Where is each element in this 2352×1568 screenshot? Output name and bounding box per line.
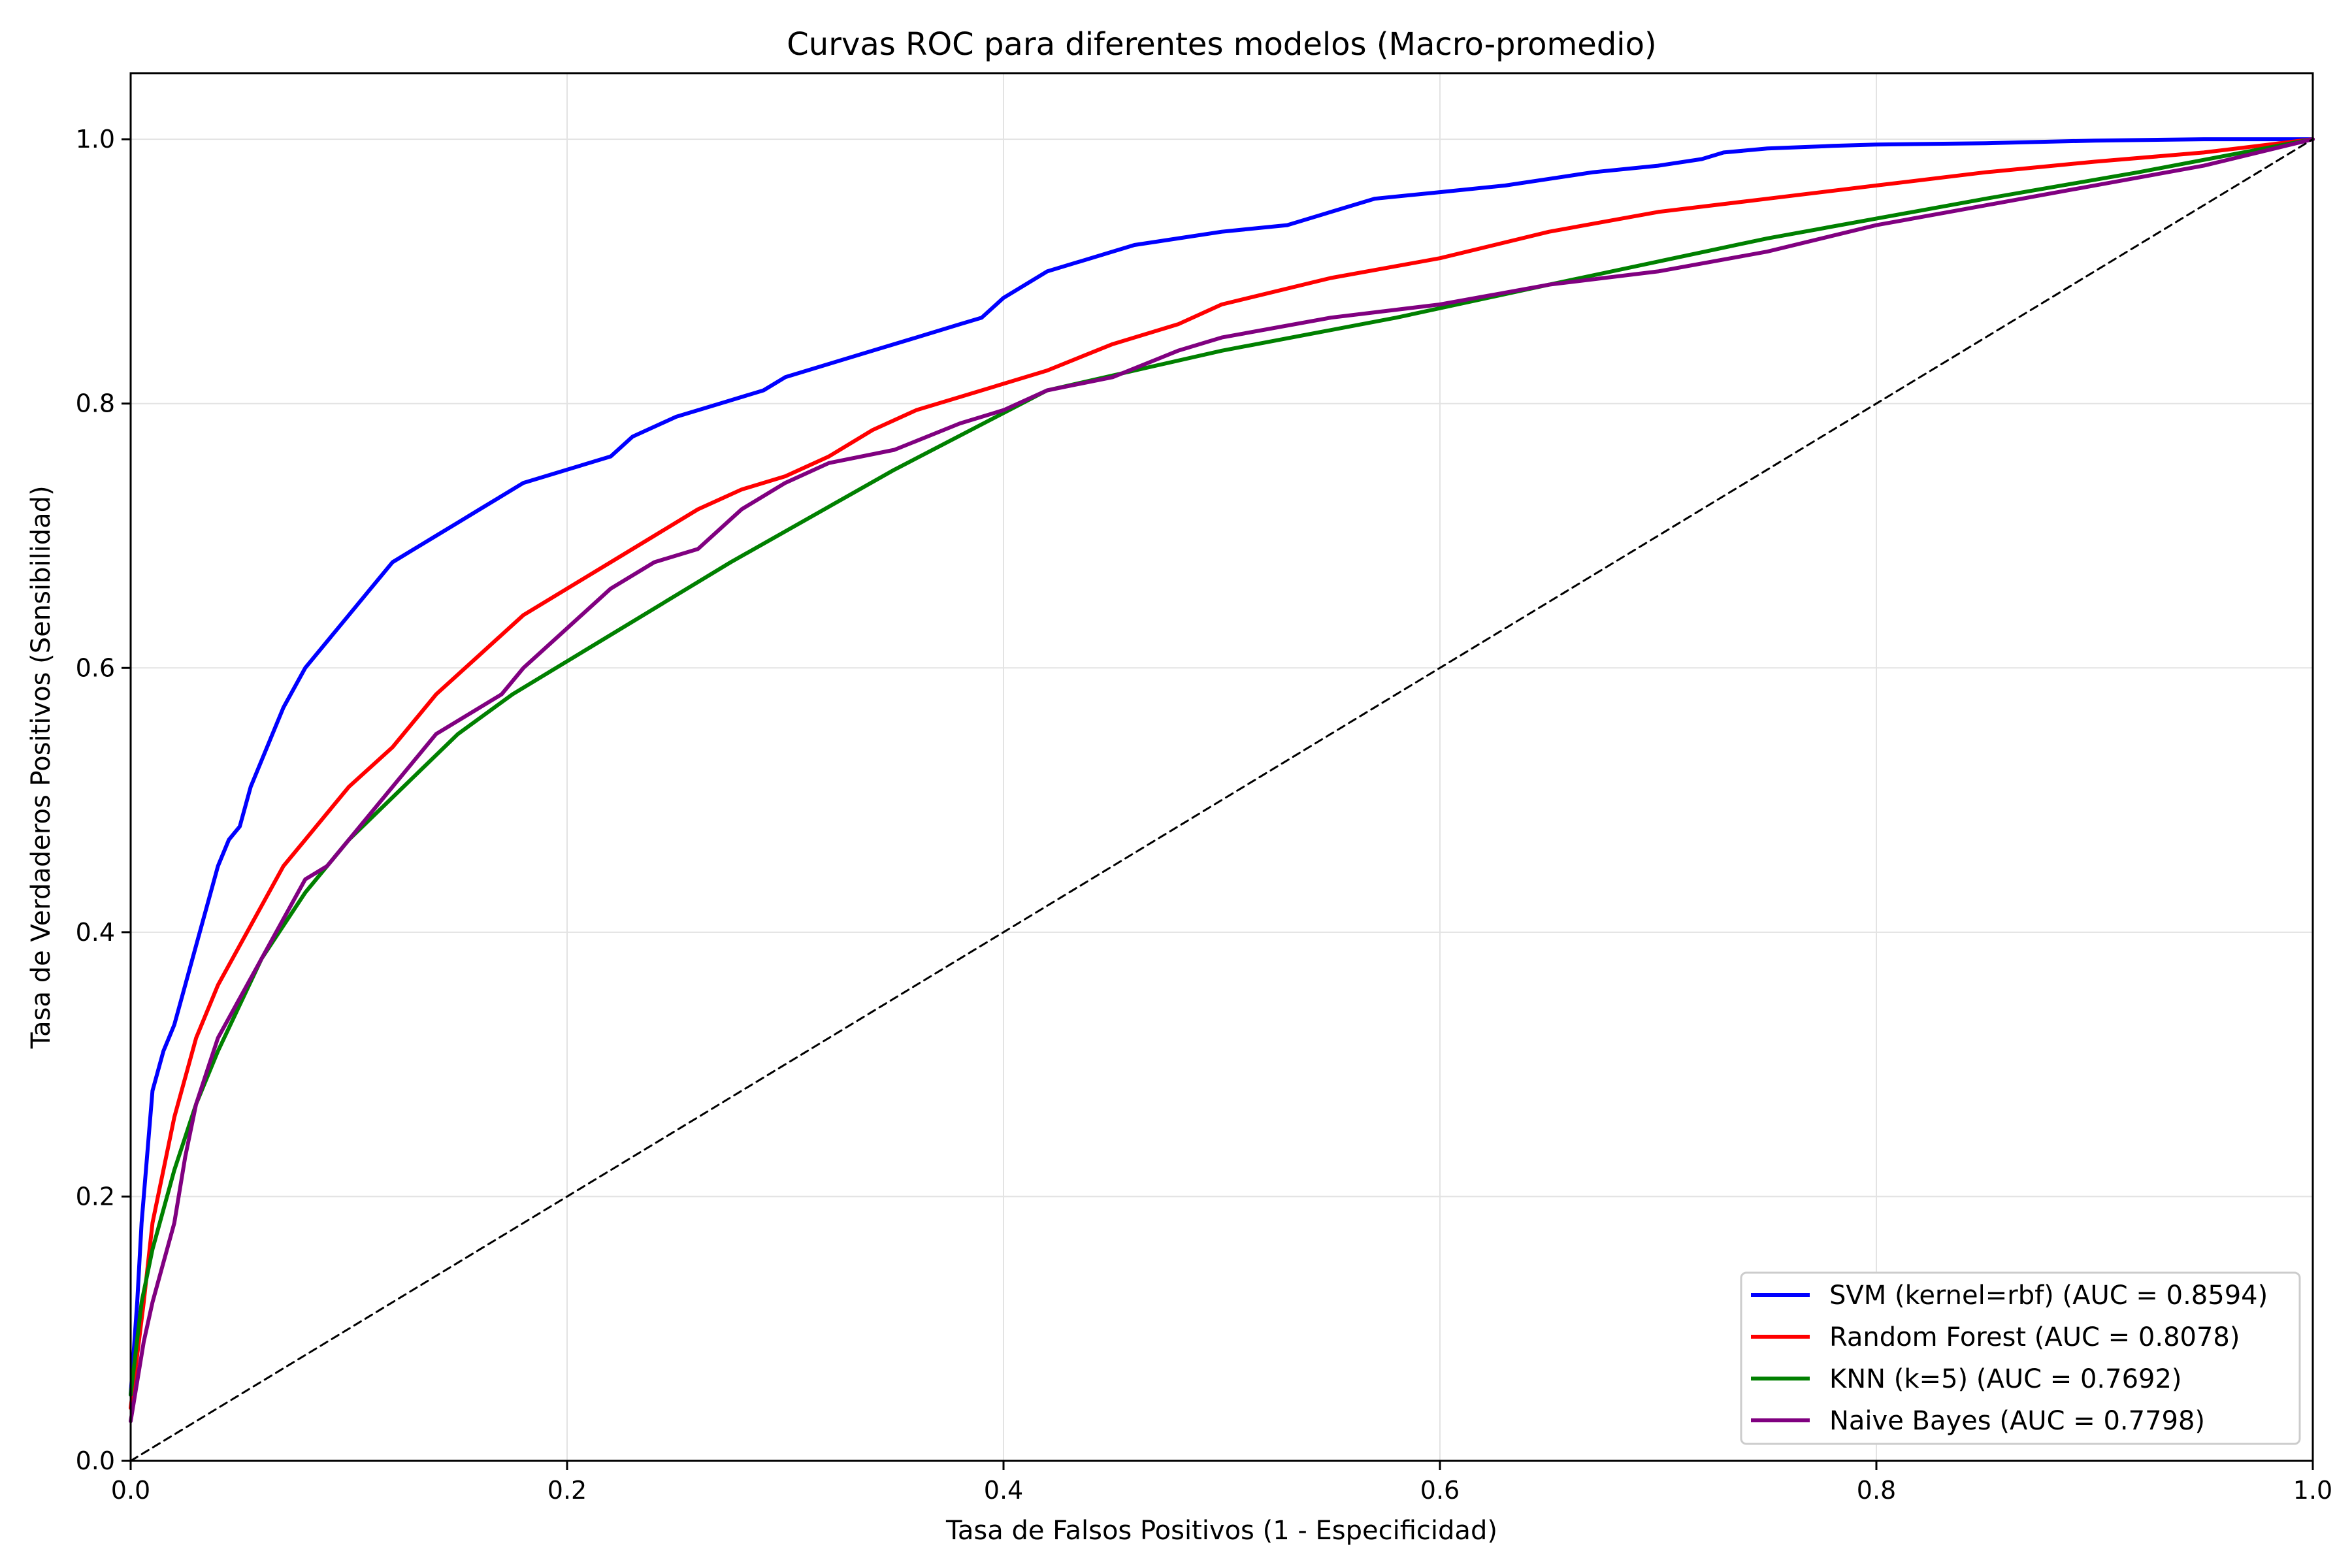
- x-tick-label: 1.0: [2293, 1476, 2332, 1505]
- series-line-svm: [129, 137, 2315, 1397]
- x-tick-label: 0.4: [984, 1476, 1023, 1505]
- legend-box: [1740, 1271, 2301, 1445]
- plot-frame: [129, 72, 2314, 1462]
- y-axis-ticks: 0.0 0.2 0.4 0.6 0.8 1.0: [76, 125, 131, 1475]
- legend-label-knn: KNN (k=5) (AUC = 0.7692): [1829, 1364, 2182, 1394]
- x-axis-ticks: 0.0 0.2 0.4 0.6 0.8 1.0: [111, 1461, 2332, 1505]
- series-lines: [129, 137, 2315, 1462]
- legend-label-random: Random Forest (AUC = 0.8078): [1829, 1322, 2240, 1352]
- y-tick-label: 0.4: [76, 918, 115, 947]
- x-tick-label: 0.2: [547, 1476, 587, 1505]
- x-axis-label: Tasa de Falsos Positivos (1 - Especifici…: [945, 1516, 1497, 1546]
- y-tick-label: 0.2: [76, 1182, 115, 1211]
- x-tick-label: 0.6: [1420, 1476, 1460, 1505]
- y-tick-label: 0.6: [76, 653, 115, 682]
- y-tick-label: 0.0: [76, 1446, 115, 1475]
- series-line-knn: [129, 137, 2315, 1397]
- series-line-naive: [129, 137, 2315, 1424]
- chart-title: Curvas ROC para diferentes modelos (Macr…: [787, 26, 1656, 63]
- legend-label-naive: Naive Bayes (AUC = 0.7798): [1829, 1406, 2205, 1436]
- series-line-random: [129, 137, 2315, 1411]
- grid: [130, 73, 2313, 1462]
- legend-label-svm: SVM (kernel=rbf) (AUC = 0.8594): [1829, 1281, 2268, 1311]
- x-tick-label: 0.8: [1857, 1476, 1896, 1505]
- y-tick-label: 1.0: [76, 125, 115, 154]
- x-tick-label: 0.0: [111, 1476, 150, 1505]
- y-axis-label: Tasa de Verdaderos Positivos (Sensibilid…: [26, 485, 56, 1049]
- y-tick-label: 0.8: [76, 389, 115, 418]
- legend: SVM (kernel=rbf) (AUC = 0.8594) Random Fo…: [1740, 1271, 2301, 1445]
- series-line-diagonal-reference: [129, 138, 2314, 1462]
